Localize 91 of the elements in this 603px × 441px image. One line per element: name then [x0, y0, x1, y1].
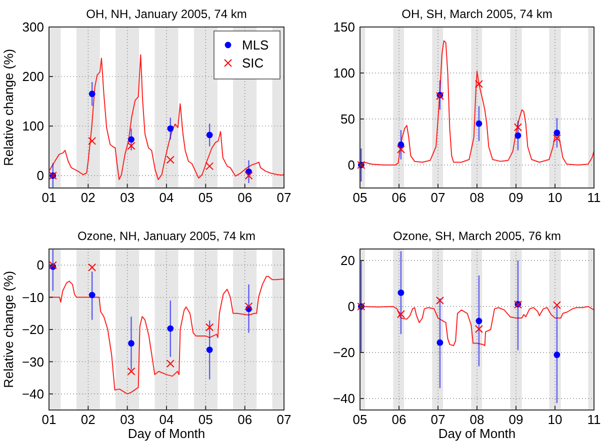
- point: [167, 125, 174, 132]
- y-tick-label: 300: [22, 20, 44, 35]
- y-tick-label: 150: [333, 20, 355, 35]
- point: [88, 90, 96, 98]
- point: [436, 296, 444, 305]
- y-tick-label: 0: [36, 258, 44, 273]
- point: [476, 120, 482, 127]
- point: [128, 340, 134, 347]
- point: [244, 302, 253, 310]
- y-tick-label: 0: [348, 158, 355, 173]
- x-tick-label: 05: [352, 190, 368, 205]
- y-tick-label: 50: [340, 112, 355, 127]
- y-tick-label: −40: [22, 386, 44, 402]
- y-tick-label: 100: [333, 66, 355, 81]
- x-tick-label: 11: [587, 190, 601, 205]
- point: [88, 292, 96, 298]
- point: [206, 162, 214, 170]
- line-series: [49, 54, 284, 180]
- point: [88, 136, 96, 145]
- y-tick-label: 0: [36, 168, 44, 184]
- x-tick-label: 07: [276, 190, 292, 205]
- x-tick-label: 06: [238, 412, 252, 427]
- y-tick-label: −20: [332, 345, 355, 360]
- x-axis-title: Day of Month: [128, 426, 206, 441]
- x-tick-label: 08: [470, 412, 484, 427]
- x-tick-label: 06: [238, 190, 252, 205]
- x-tick-label: 04: [159, 190, 174, 205]
- point: [476, 318, 482, 324]
- chart-title: Ozone, NH, January 2005, 74 km: [77, 229, 256, 243]
- x-tick-label: 04: [159, 412, 174, 427]
- x-tick-label: 01: [42, 412, 56, 427]
- point: [396, 310, 405, 318]
- x-tick-label: 07: [430, 412, 446, 427]
- y-axis-title: Relative change (%): [1, 270, 16, 388]
- point: [48, 261, 57, 270]
- point: [167, 325, 174, 332]
- point: [206, 132, 213, 138]
- point: [166, 156, 174, 164]
- x-tick-label: 09: [508, 190, 524, 205]
- point: [128, 136, 134, 143]
- point: [166, 360, 174, 368]
- x-tick-label: 11: [587, 412, 601, 427]
- chart-title: OH, SH, March 2005, 74 km: [402, 7, 552, 21]
- x-tick-label: 05: [198, 190, 213, 205]
- x-tick-label: 09: [508, 412, 524, 427]
- x-tick-label: 02: [80, 412, 96, 427]
- point: [396, 145, 405, 154]
- point: [474, 80, 483, 88]
- x-tick-label: 10: [548, 412, 562, 427]
- legend-label: SIC: [242, 56, 264, 71]
- point: [206, 323, 214, 332]
- point: [554, 130, 560, 136]
- point: [552, 301, 561, 310]
- y-tick-label: 20: [340, 253, 355, 268]
- x-tick-label: 01: [42, 190, 56, 205]
- y-tick-label: −40: [332, 391, 355, 406]
- x-tick-label: 05: [198, 412, 213, 427]
- x-tick-label: 03: [120, 190, 135, 205]
- point: [514, 123, 522, 132]
- point: [398, 142, 404, 148]
- point: [552, 134, 561, 142]
- point: [206, 346, 213, 353]
- y-tick-label: 100: [22, 118, 44, 134]
- x-tick-label: 07: [430, 190, 446, 205]
- y-tick-label: −20: [22, 322, 44, 338]
- chart-title: OH, NH, January 2005, 74 km: [86, 7, 247, 21]
- x-tick-label: 06: [392, 190, 406, 205]
- x-tick-label: 02: [80, 190, 96, 205]
- point: [436, 339, 444, 346]
- x-axis-title: Day of Month: [438, 426, 516, 441]
- point: [127, 142, 136, 150]
- point: [398, 290, 404, 296]
- chart-title: Ozone, SH, March 2005, 76 km: [392, 229, 562, 243]
- point: [474, 325, 483, 334]
- y-tick-label: −10: [22, 290, 44, 305]
- x-tick-label: 08: [470, 190, 484, 205]
- point: [88, 263, 96, 272]
- legend-label: MLS: [242, 38, 270, 53]
- point: [514, 132, 522, 139]
- x-tick-label: 06: [392, 412, 406, 427]
- x-tick-label: 10: [548, 190, 562, 205]
- y-tick-label: −30: [22, 354, 44, 370]
- x-tick-label: 03: [120, 412, 135, 427]
- x-tick-label: 05: [352, 412, 368, 427]
- point: [127, 367, 136, 376]
- point: [244, 172, 253, 180]
- y-tick-label: 0: [348, 299, 355, 314]
- point: [554, 352, 560, 358]
- y-tick-label: 200: [22, 69, 44, 84]
- y-axis-title: Relative change (%): [1, 48, 16, 166]
- x-tick-label: 07: [276, 412, 292, 427]
